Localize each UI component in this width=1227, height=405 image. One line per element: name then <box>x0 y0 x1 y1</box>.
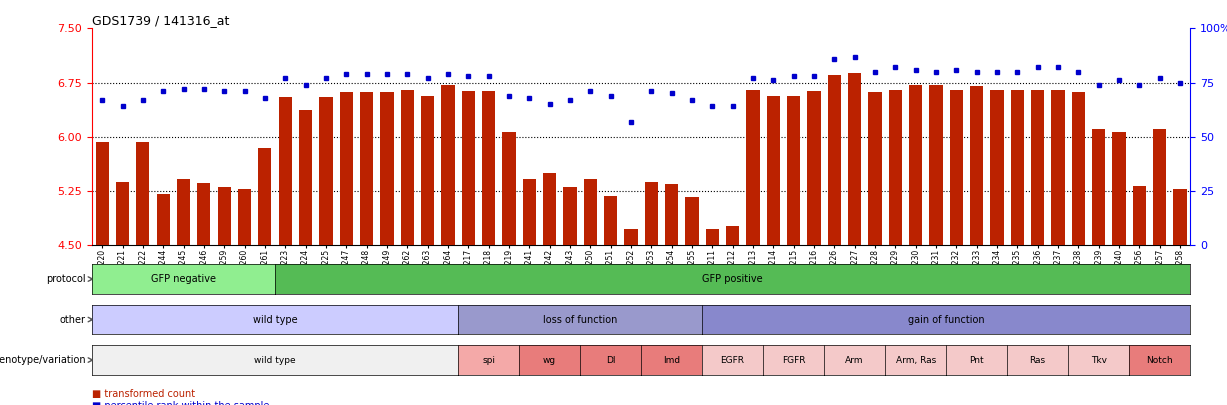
Bar <box>563 187 577 245</box>
Text: loss of function: loss of function <box>542 315 617 324</box>
Text: genotype/variation: genotype/variation <box>0 355 86 365</box>
Text: ■ transformed count: ■ transformed count <box>92 389 195 399</box>
Bar <box>461 91 475 245</box>
Bar <box>990 90 1004 245</box>
Bar <box>828 75 840 245</box>
Bar <box>584 179 596 245</box>
Bar <box>665 183 679 245</box>
Bar <box>340 92 353 245</box>
Bar <box>909 85 923 245</box>
Bar <box>217 187 231 245</box>
Bar <box>644 182 658 245</box>
Bar <box>1052 90 1065 245</box>
Bar <box>1113 132 1125 245</box>
Text: protocol: protocol <box>47 274 86 284</box>
Text: Pnt: Pnt <box>969 356 984 364</box>
Bar <box>726 226 739 245</box>
Text: Arm: Arm <box>845 356 864 364</box>
Text: GFP positive: GFP positive <box>702 274 763 284</box>
Bar <box>686 197 698 245</box>
Bar <box>523 179 536 245</box>
Bar <box>279 97 292 245</box>
Bar <box>401 90 413 245</box>
Text: Ras: Ras <box>1029 356 1045 364</box>
Bar <box>198 183 211 245</box>
Bar <box>442 85 454 245</box>
Bar <box>888 90 902 245</box>
Bar <box>604 196 617 245</box>
Bar <box>482 91 496 245</box>
Bar <box>706 229 719 245</box>
Text: other: other <box>60 315 86 324</box>
Text: GDS1739 / 141316_at: GDS1739 / 141316_at <box>92 14 229 27</box>
Text: Tkv: Tkv <box>1091 356 1107 364</box>
Text: Dl: Dl <box>606 356 616 364</box>
Bar <box>1133 186 1146 245</box>
Text: ■ percentile rank within the sample: ■ percentile rank within the sample <box>92 401 270 405</box>
Text: Imd: Imd <box>663 356 680 364</box>
Bar <box>258 147 271 245</box>
Bar <box>950 90 963 245</box>
Bar <box>177 179 190 245</box>
Text: Arm, Ras: Arm, Ras <box>896 356 936 364</box>
Bar <box>319 97 333 245</box>
Bar <box>238 189 252 245</box>
Bar <box>1092 130 1106 245</box>
Bar <box>1153 130 1167 245</box>
Bar <box>299 110 312 245</box>
Bar <box>421 96 434 245</box>
Bar <box>767 96 780 245</box>
Bar <box>1173 189 1187 245</box>
Bar <box>929 85 942 245</box>
Bar <box>136 143 150 245</box>
Text: gain of function: gain of function <box>908 315 984 324</box>
Bar <box>1071 92 1085 245</box>
Text: wg: wg <box>544 356 556 364</box>
Bar <box>115 182 129 245</box>
Bar <box>157 194 169 245</box>
Bar <box>96 142 109 245</box>
Bar <box>1031 90 1044 245</box>
Text: spi: spi <box>482 356 494 364</box>
Bar <box>848 73 861 245</box>
Bar <box>544 173 556 245</box>
Bar <box>1011 90 1025 245</box>
Bar <box>625 229 638 245</box>
Bar <box>971 86 983 245</box>
Bar <box>746 90 760 245</box>
Bar <box>502 132 515 245</box>
Text: wild type: wild type <box>254 356 296 364</box>
Text: EGFR: EGFR <box>720 356 745 364</box>
Text: wild type: wild type <box>253 315 297 324</box>
Text: Notch: Notch <box>1146 356 1173 364</box>
Bar <box>360 92 373 245</box>
Bar <box>380 92 394 245</box>
Bar <box>869 92 881 245</box>
Text: FGFR: FGFR <box>782 356 805 364</box>
Bar <box>807 91 821 245</box>
Bar <box>787 96 800 245</box>
Text: GFP negative: GFP negative <box>151 274 216 284</box>
